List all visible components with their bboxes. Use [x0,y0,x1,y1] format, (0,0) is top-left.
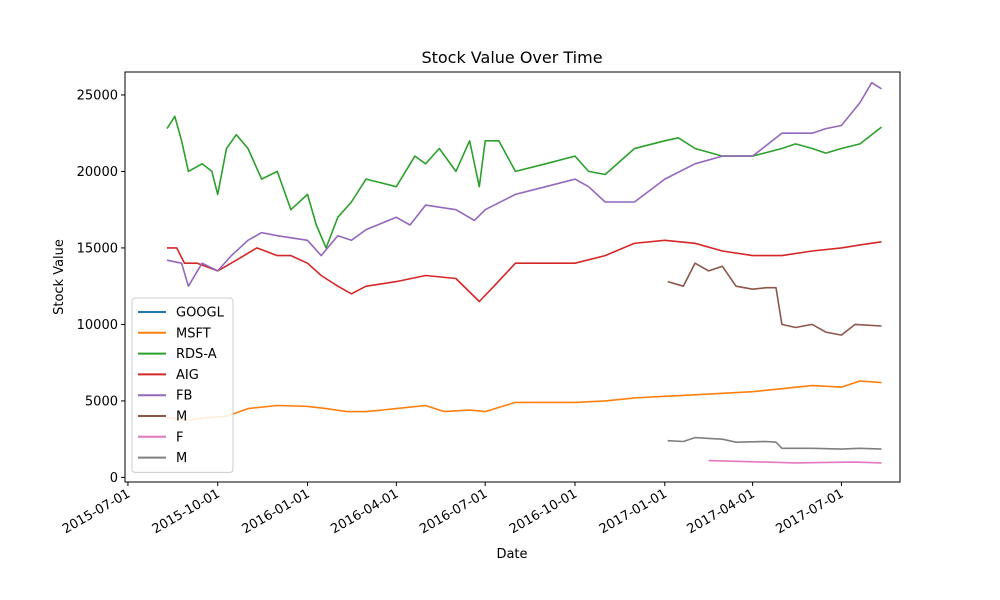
x-tick-label: 2017-01-01 [597,486,670,537]
series-line-4 [166,81,882,287]
y-tick-label: 5000 [85,394,118,409]
x-tick-label: 2016-07-01 [417,486,490,537]
x-tick-label: 2017-07-01 [773,486,846,537]
y-tick-label: 10000 [77,318,118,333]
x-tick-label: 2016-04-01 [328,486,401,537]
plot-lines [166,81,882,464]
legend-label: FB [176,389,192,404]
series-line-7 [667,436,882,450]
x-axis: 2015-07-01 2015-10-01 2016-01-01 2016-04-01… [60,482,846,537]
y-tick-label: 0 [110,471,118,486]
legend-box [131,297,234,473]
series-line-5 [667,262,882,336]
y-tick-label: 25000 [77,88,118,103]
y-axis: 0 5000 10000 15000 20000 25000 [77,88,125,486]
y-tick-label: 20000 [77,165,118,180]
series-line-1 [166,380,882,421]
y-axis-label: Stock Value [52,239,67,315]
series-line-2 [166,115,882,249]
legend-label: M [176,451,187,466]
x-tick-label: 2016-01-01 [240,486,313,537]
legend-label: MSFT [176,326,211,341]
x-tick-label: 2015-10-01 [150,486,223,537]
x-tick-label: 2015-07-01 [60,486,133,537]
legend-label: AIG [176,368,199,383]
plot-frame [124,71,901,483]
x-axis-label: Date [496,547,527,562]
series-line-6 [708,459,882,464]
legend-label: GOOGL [176,306,225,321]
chart-title: Stock Value Over Time [421,48,602,67]
legend-label: F [176,430,183,445]
series-line-3 [167,239,882,303]
legend-label: M [176,410,187,425]
legend-label: RDS-A [176,347,217,362]
x-tick-label: 2016-10-01 [507,486,580,537]
legend: GOOGL MSFT RDS-A AIG FB MFM [131,297,234,473]
x-tick-label: 2017-04-01 [685,486,758,537]
y-tick-label: 15000 [77,241,118,256]
